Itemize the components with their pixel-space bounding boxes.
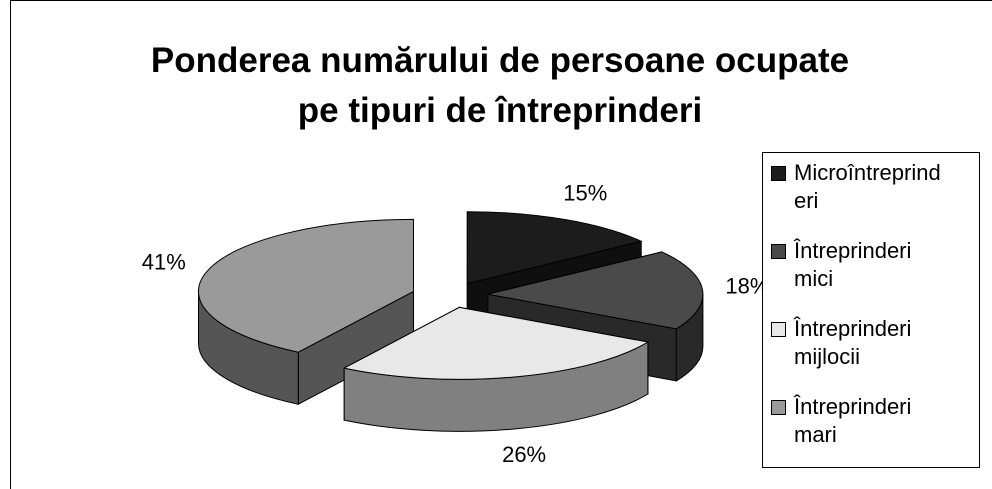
- legend-label: Întreprinderi mari: [794, 394, 912, 447]
- slice: [487, 251, 704, 330]
- slice: [466, 211, 643, 285]
- legend-swatch: [771, 244, 786, 259]
- legend-label: Întreprinderi mijlocii: [794, 316, 912, 369]
- slice: [197, 218, 415, 353]
- chart-border: [10, 0, 992, 489]
- legend-item: Întreprinderi mici: [771, 237, 973, 293]
- legend: Microîntreprinderi Întreprinderi mici Într…: [762, 152, 980, 468]
- data-label: 15%: [563, 180, 607, 205]
- legend-label: Întreprinderi mici: [794, 238, 912, 291]
- legend-swatch: [771, 400, 786, 415]
- legend-swatch: [771, 322, 786, 337]
- chart-title: Ponderea numărului de persoane ocupate p…: [150, 41, 850, 130]
- legend-label: Microîntreprinderi: [794, 160, 941, 213]
- legend-item: Microîntreprinderi: [771, 159, 973, 215]
- legend-item: Întreprinderi mijlocii: [771, 315, 973, 371]
- data-label: 26%: [502, 442, 546, 467]
- slice: [342, 306, 650, 380]
- legend-item: Întreprinderi mari: [771, 393, 973, 449]
- data-label: 41%: [142, 249, 186, 274]
- legend-swatch: [771, 166, 786, 181]
